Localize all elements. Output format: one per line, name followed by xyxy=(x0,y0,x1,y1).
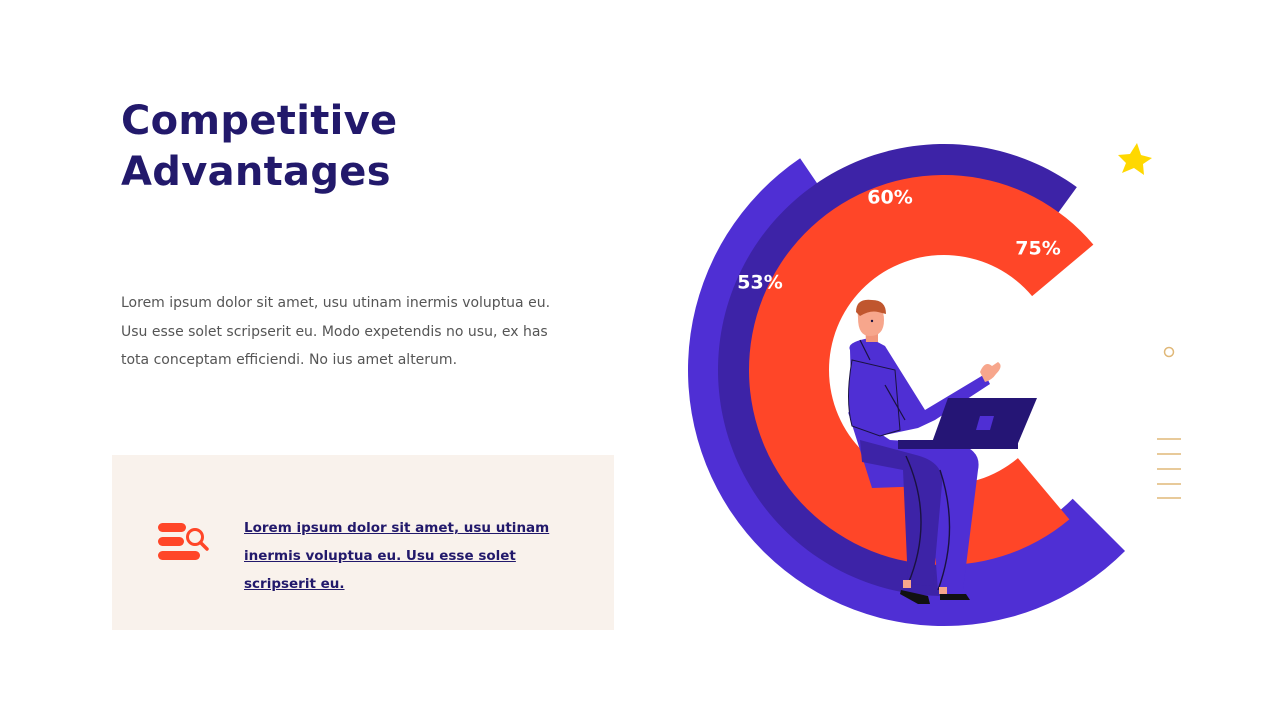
title-line-2: Advantages xyxy=(121,149,391,195)
callout-box: Lorem ipsum dolor sit amet, usu utinam i… xyxy=(112,455,614,630)
title-line-1: Competitive xyxy=(121,98,398,144)
person-illustration xyxy=(848,299,1037,604)
ring-label-2: 60% xyxy=(867,187,912,209)
ring-decoration xyxy=(1163,346,1175,358)
ring-label-3: 75% xyxy=(1015,238,1060,260)
chart-arcs xyxy=(687,143,1126,627)
ring-bar-3 xyxy=(749,175,1094,566)
callout-text: Lorem ipsum dolor sit amet, usu utinam i… xyxy=(244,520,550,592)
lines-decoration xyxy=(1157,438,1181,499)
list-search-icon xyxy=(158,523,210,568)
page-title: Competitive Advantages xyxy=(121,96,397,198)
chart-labels: 53% 60% 75% xyxy=(737,187,1060,294)
star-icon xyxy=(1118,143,1152,175)
ring-label-1: 53% xyxy=(737,272,782,294)
body-paragraph: Lorem ipsum dolor sit amet, usu utinam i… xyxy=(121,295,551,368)
